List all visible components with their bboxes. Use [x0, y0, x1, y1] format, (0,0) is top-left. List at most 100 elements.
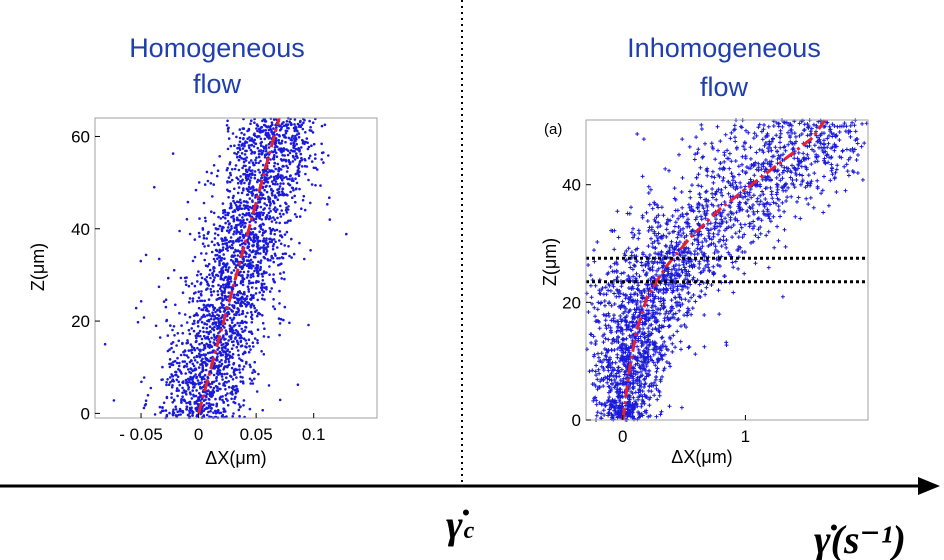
right-scatter-point — [810, 147, 814, 152]
left-scatter-point — [224, 337, 227, 341]
right-scatter-point — [826, 141, 831, 146]
left-scatter-point — [216, 313, 219, 317]
left-scatter-point — [233, 331, 237, 335]
left-scatter-point — [262, 231, 266, 234]
left-scatter-point — [218, 323, 221, 326]
left-scatter-point — [227, 275, 230, 279]
left-scatter-point — [177, 380, 180, 384]
left-scatter-point — [230, 240, 234, 243]
left-scatter-point — [289, 161, 292, 164]
left-scatter-point — [206, 375, 209, 379]
right-scatter-point — [703, 216, 708, 221]
left-scatter-point — [257, 161, 261, 165]
right-scatter-point — [786, 142, 791, 147]
left-scatter-point — [183, 360, 187, 363]
right-scatter-point — [791, 146, 796, 151]
right-scatter-point — [629, 230, 634, 235]
left-scatter-point — [245, 178, 248, 182]
right-scatter-point — [632, 355, 637, 360]
right-scatter-point — [629, 205, 633, 210]
left-scatter-point — [261, 213, 265, 217]
right-scatter-point — [627, 350, 632, 355]
left-scatter-point — [289, 190, 292, 194]
right-scatter-point — [780, 294, 785, 299]
left-scatter-point — [257, 280, 260, 284]
right-scatter-point — [606, 359, 611, 364]
left-scatter-point — [197, 366, 201, 369]
left-scatter-point — [245, 170, 249, 174]
right-scatter-point — [636, 228, 641, 233]
right-scatter-point — [777, 135, 782, 140]
right-scatter-point — [656, 231, 661, 236]
left-scatter-point — [295, 129, 298, 132]
left-scatter-point — [245, 218, 249, 221]
left-scatter-point — [233, 397, 236, 401]
right-scatter-point — [653, 251, 658, 256]
right-scatter-point — [715, 124, 720, 129]
left-scatter-point — [283, 305, 287, 309]
left-scatter-point — [233, 187, 236, 191]
right-scatter-point — [603, 323, 608, 328]
right-scatter-point — [793, 134, 798, 139]
left-scatter-point — [249, 330, 253, 334]
right-scatter-point — [669, 274, 674, 279]
left-scatter-point — [188, 232, 192, 236]
left-scatter-point — [242, 226, 246, 229]
left-scatter-point — [307, 156, 311, 160]
right-scatter-point — [629, 328, 634, 333]
left-scatter-point — [202, 353, 206, 356]
right-scatter-point — [783, 120, 787, 125]
left-scatter-point — [281, 174, 284, 178]
left-scatter-point — [208, 312, 211, 316]
left-scatter-point — [265, 144, 268, 147]
right-scatter-points — [584, 118, 869, 422]
left-scatter-point — [225, 229, 229, 232]
left-scatter-point — [273, 232, 277, 236]
left-scatter-point — [216, 308, 219, 312]
left-scatter-point — [159, 411, 162, 414]
left-scatter-point — [306, 147, 310, 151]
left-scatter-point — [238, 265, 242, 269]
right-scatter-point — [684, 325, 689, 330]
left-scatter-point — [300, 207, 303, 210]
left-scatter-point — [265, 237, 268, 240]
left-scatter-point — [272, 277, 275, 281]
right-scatter-point — [618, 325, 623, 330]
left-scatter-point — [213, 260, 217, 263]
left-scatter-point — [191, 362, 195, 366]
left-scatter-point — [261, 234, 264, 237]
left-scatter-point — [272, 242, 276, 246]
right-scatter-point — [681, 226, 686, 231]
left-scatter-point — [285, 120, 289, 123]
left-scatter-point — [286, 193, 289, 197]
left-scatter-point — [196, 346, 199, 350]
left-scatter-point — [221, 378, 224, 381]
left-scatter-point — [251, 192, 254, 195]
left-scatter-point — [281, 190, 284, 193]
right-scatter-point — [699, 122, 704, 127]
right-scatter-point — [848, 134, 853, 139]
right-scatter-point — [675, 284, 680, 289]
left-scatter-point — [236, 155, 239, 159]
left-scatter-point — [293, 123, 296, 126]
left-scatter-point — [201, 357, 204, 361]
right-scatter-point — [615, 262, 620, 267]
left-scatter-point — [219, 353, 223, 357]
left-scatter-point — [269, 259, 272, 262]
left-scatter-point — [273, 218, 277, 221]
right-scatter-point — [799, 164, 804, 169]
left-scatter-point — [168, 348, 171, 351]
right-scatter-point — [706, 265, 711, 270]
left-scatter-point — [216, 369, 219, 373]
left-scatter-point — [243, 144, 246, 147]
right-scatter-point — [630, 319, 634, 324]
right-scatter-point — [605, 349, 610, 353]
left-scatter-point — [232, 324, 236, 328]
left-scatter-point — [245, 187, 249, 191]
left-scatter-point — [136, 320, 140, 324]
right-scatter-point — [757, 122, 762, 127]
right-scatter-point — [624, 306, 628, 311]
left-scatter-point — [212, 278, 216, 282]
left-scatter-point — [209, 391, 213, 394]
